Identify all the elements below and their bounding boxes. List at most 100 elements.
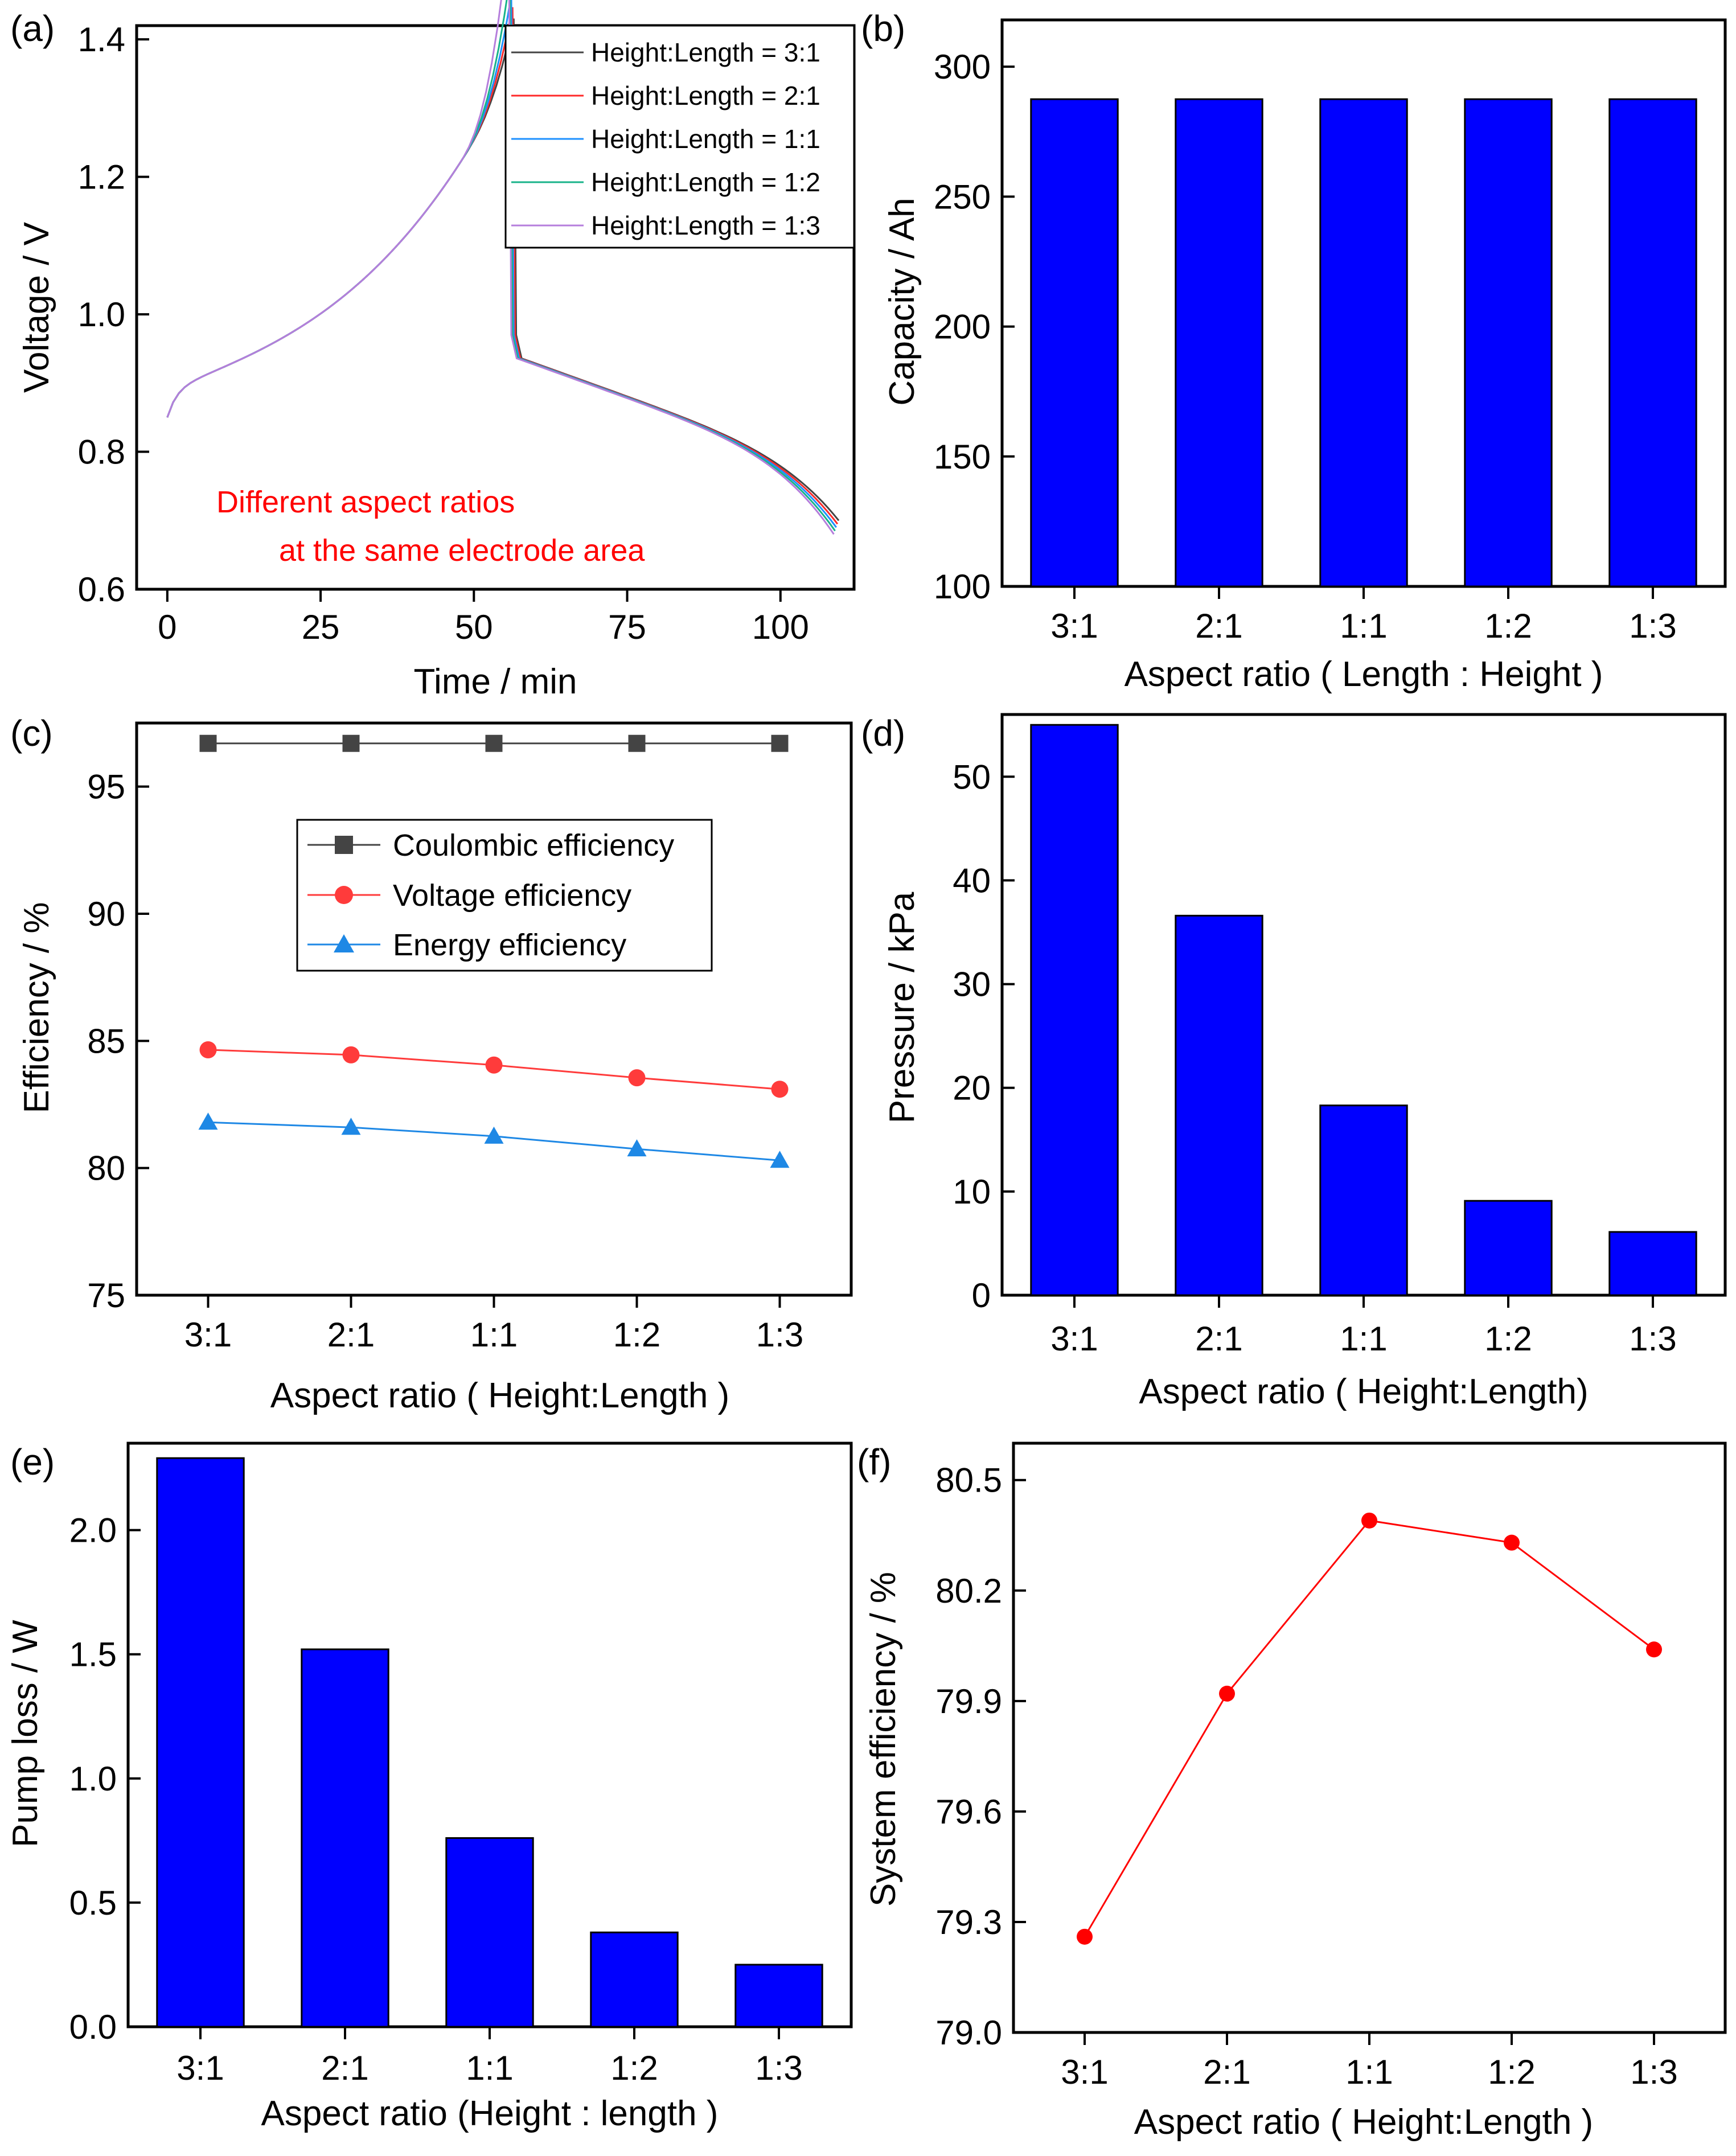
panel-e-bar-1-3 <box>734 1964 823 2028</box>
panel-e-x-tick-label-3-1: 3:1 <box>177 2049 224 2087</box>
panel-c-x-tick-label-1-1: 1:1 <box>470 1316 518 1354</box>
panel-d-x-tick-label-1-1: 1:1 <box>1340 1320 1387 1358</box>
panel-c-point-Coulombic-efficiency-1-2 <box>628 734 646 752</box>
legend-label-voltage: Voltage efficiency <box>393 878 631 913</box>
panel-b-bars <box>1030 98 1697 588</box>
panel-f-x-axis-label: Aspect ratio ( Height:Length ) <box>1134 2102 1593 2142</box>
legend-marker-triangle <box>334 934 354 952</box>
panel-d-x-tick-label-1-3: 1:3 <box>1629 1320 1676 1358</box>
panel-f-x-tick-label-1-1: 1:1 <box>1345 2053 1393 2091</box>
panel-e-pump-loss-bars: (e) 3:1 2:1 1:1 1:2 1:3 0.0 0.5 1.0 1.5 2.0 Aspe… <box>6 1442 853 2133</box>
panel-c-frame <box>135 721 853 1297</box>
legend-marker-circle <box>335 886 353 904</box>
panel-a-x-tick-label-50: 50 <box>455 608 493 646</box>
panel-f-x-tick-label-1-3: 1:3 <box>1630 2053 1677 2091</box>
panel-e-x-tick-label-1-1: 1:1 <box>466 2049 513 2087</box>
panel-c-x-tick-label-2-1: 2:1 <box>327 1316 375 1354</box>
panel-a-y-tick-label-0-8: 0.8 <box>78 433 125 471</box>
legend-item-1-2: Height:Length = 1:2 <box>511 167 820 197</box>
panel-c-point-Energy-efficiency-3-1 <box>198 1112 218 1130</box>
panel-f-y-tick-label-80-5: 80.5 <box>935 1461 1002 1500</box>
panel-e-y-axis-label: Pump loss / W <box>6 1620 45 1847</box>
panel-f-x-tick-label-3-1: 3:1 <box>1061 2053 1108 2091</box>
panel-c-point-Coulombic-efficiency-3-1 <box>199 734 217 752</box>
panel-c-point-Energy-efficiency-1-1 <box>484 1126 504 1144</box>
panel-d-y-tick-label-20: 20 <box>953 1069 991 1107</box>
panel-f-point-1-2 <box>1504 1534 1520 1551</box>
panel-b-bar-3-1 <box>1030 98 1119 588</box>
panel-a-y-ticks: 0.6 0.8 1.0 1.2 1.4 <box>78 20 149 609</box>
panel-c-point-Coulombic-efficiency-2-1 <box>342 734 360 752</box>
panel-a-y-tick-label-1-4: 1.4 <box>78 20 125 59</box>
legend-label-coulombic: Coulombic efficiency <box>393 828 674 863</box>
panel-f-point-1-1 <box>1361 1512 1377 1529</box>
panel-f-point-1-3 <box>1646 1641 1662 1658</box>
legend-label-1-1: Height:Length = 1:1 <box>591 124 820 154</box>
panel-e-x-tick-label-2-1: 2:1 <box>321 2049 368 2087</box>
panel-c-point-Voltage-efficiency-1-1 <box>485 1056 503 1074</box>
panel-e-y-tick-label-0-5: 0.5 <box>69 1884 117 1922</box>
panel-e-label: (e) <box>10 1442 55 1482</box>
panel-c-y-tick-label-80: 80 <box>87 1149 125 1188</box>
panel-f-x-tick-label-2-1: 2:1 <box>1203 2053 1250 2091</box>
panel-c-x-ticks: 3:1 2:1 1:1 1:2 1:3 <box>184 1295 803 1354</box>
panel-b-x-tick-label-1-1: 1:1 <box>1340 607 1387 645</box>
panel-d-x-ticks: 3:1 2:1 1:1 1:2 1:3 <box>1050 1295 1677 1358</box>
panel-f-x-ticks: 3:1 2:1 1:1 1:2 1:3 <box>1061 2032 1678 2091</box>
panel-c-point-Coulombic-efficiency-1-1 <box>485 734 503 752</box>
panel-d-bar-1-1 <box>1319 1104 1408 1296</box>
legend-label-1-3: Height:Length = 1:3 <box>591 211 820 240</box>
panel-b-x-tick-label-1-3: 1:3 <box>1629 607 1676 645</box>
panel-b-y-tick-label-150: 150 <box>934 438 991 476</box>
panel-d-x-tick-label-2-1: 2:1 <box>1195 1320 1242 1358</box>
panel-a-frame <box>135 24 856 591</box>
panel-d-bar-1-2 <box>1464 1200 1553 1296</box>
panel-d-y-tick-label-30: 30 <box>953 966 991 1004</box>
panel-d-y-tick-label-10: 10 <box>953 1173 991 1211</box>
panel-b-y-tick-label-300: 300 <box>934 48 991 86</box>
panel-e-y-tick-label-2-0: 2.0 <box>69 1512 117 1550</box>
panel-e-y-ticks: 0.0 0.5 1.0 1.5 2.0 <box>69 1512 141 2046</box>
legend-label-energy: Energy efficiency <box>393 928 626 962</box>
panel-d-y-tick-label-50: 50 <box>953 758 991 796</box>
panel-a-y-tick-label-1-2: 1.2 <box>78 158 125 196</box>
legend-item-voltage: Voltage efficiency <box>307 878 631 913</box>
panel-f-label: (f) <box>857 1442 891 1482</box>
panel-c-y-tick-label-95: 95 <box>87 768 125 806</box>
panel-c-efficiency: (c) 3:1 2:1 1:1 1:2 1:3 75 80 85 90 95 Aspect ra… <box>10 713 853 1415</box>
panel-e-bar-1-1 <box>445 1837 534 2028</box>
panel-e-y-tick-label-1-0: 1.0 <box>69 1760 117 1798</box>
panel-b-x-tick-label-3-1: 3:1 <box>1050 607 1098 645</box>
panel-d-y-tick-label-0: 0 <box>972 1276 991 1315</box>
panel-b-y-tick-label-200: 200 <box>934 308 991 346</box>
panel-c-series <box>198 734 790 1168</box>
panel-a-label: (a) <box>10 8 55 49</box>
legend-item-energy: Energy efficiency <box>307 928 626 962</box>
panel-c-point-Voltage-efficiency-2-1 <box>342 1046 360 1063</box>
legend-item-2-1: Height:Length = 2:1 <box>511 81 820 110</box>
panel-d-bars <box>1030 724 1697 1296</box>
panel-a-y-axis-label: Voltage / V <box>17 221 56 393</box>
panel-c-point-Voltage-efficiency-1-3 <box>771 1081 789 1098</box>
panel-c-legend: Coulombic efficiency Voltage efficiency … <box>296 819 713 972</box>
legend-item-3-1: Height:Length = 3:1 <box>511 38 820 67</box>
panel-a-x-axis-label: Time / min <box>413 662 577 701</box>
panel-e-bar-1-2 <box>590 1931 679 2028</box>
panel-d-x-tick-label-3-1: 3:1 <box>1050 1320 1098 1358</box>
panel-b-bar-1-1 <box>1319 98 1408 588</box>
panel-b-y-ticks: 100 150 200 250 300 <box>934 48 1015 606</box>
panel-e-y-tick-label-1-5: 1.5 <box>69 1636 117 1674</box>
panel-a-x-tick-label-0: 0 <box>158 608 177 646</box>
panel-c-point-Voltage-efficiency-3-1 <box>199 1041 217 1058</box>
legend-label-2-1: Height:Length = 2:1 <box>591 81 820 110</box>
panel-a-annotation-line-1: Different aspect ratios <box>216 485 515 519</box>
panel-d-bar-2-1 <box>1175 914 1263 1296</box>
panel-c-y-axis-label: Efficiency / % <box>17 902 56 1113</box>
panel-a-y-tick-label-0-6: 0.6 <box>78 570 125 609</box>
panel-c-y-tick-label-85: 85 <box>87 1022 125 1060</box>
panel-b-y-tick-label-100: 100 <box>934 568 991 606</box>
panel-b-y-axis-label: Capacity / Ah <box>883 198 922 405</box>
panel-a-annotation-line-2: at the same electrode area <box>279 533 645 568</box>
panel-e-x-axis-label: Aspect ratio (Height : length ) <box>261 2094 719 2133</box>
